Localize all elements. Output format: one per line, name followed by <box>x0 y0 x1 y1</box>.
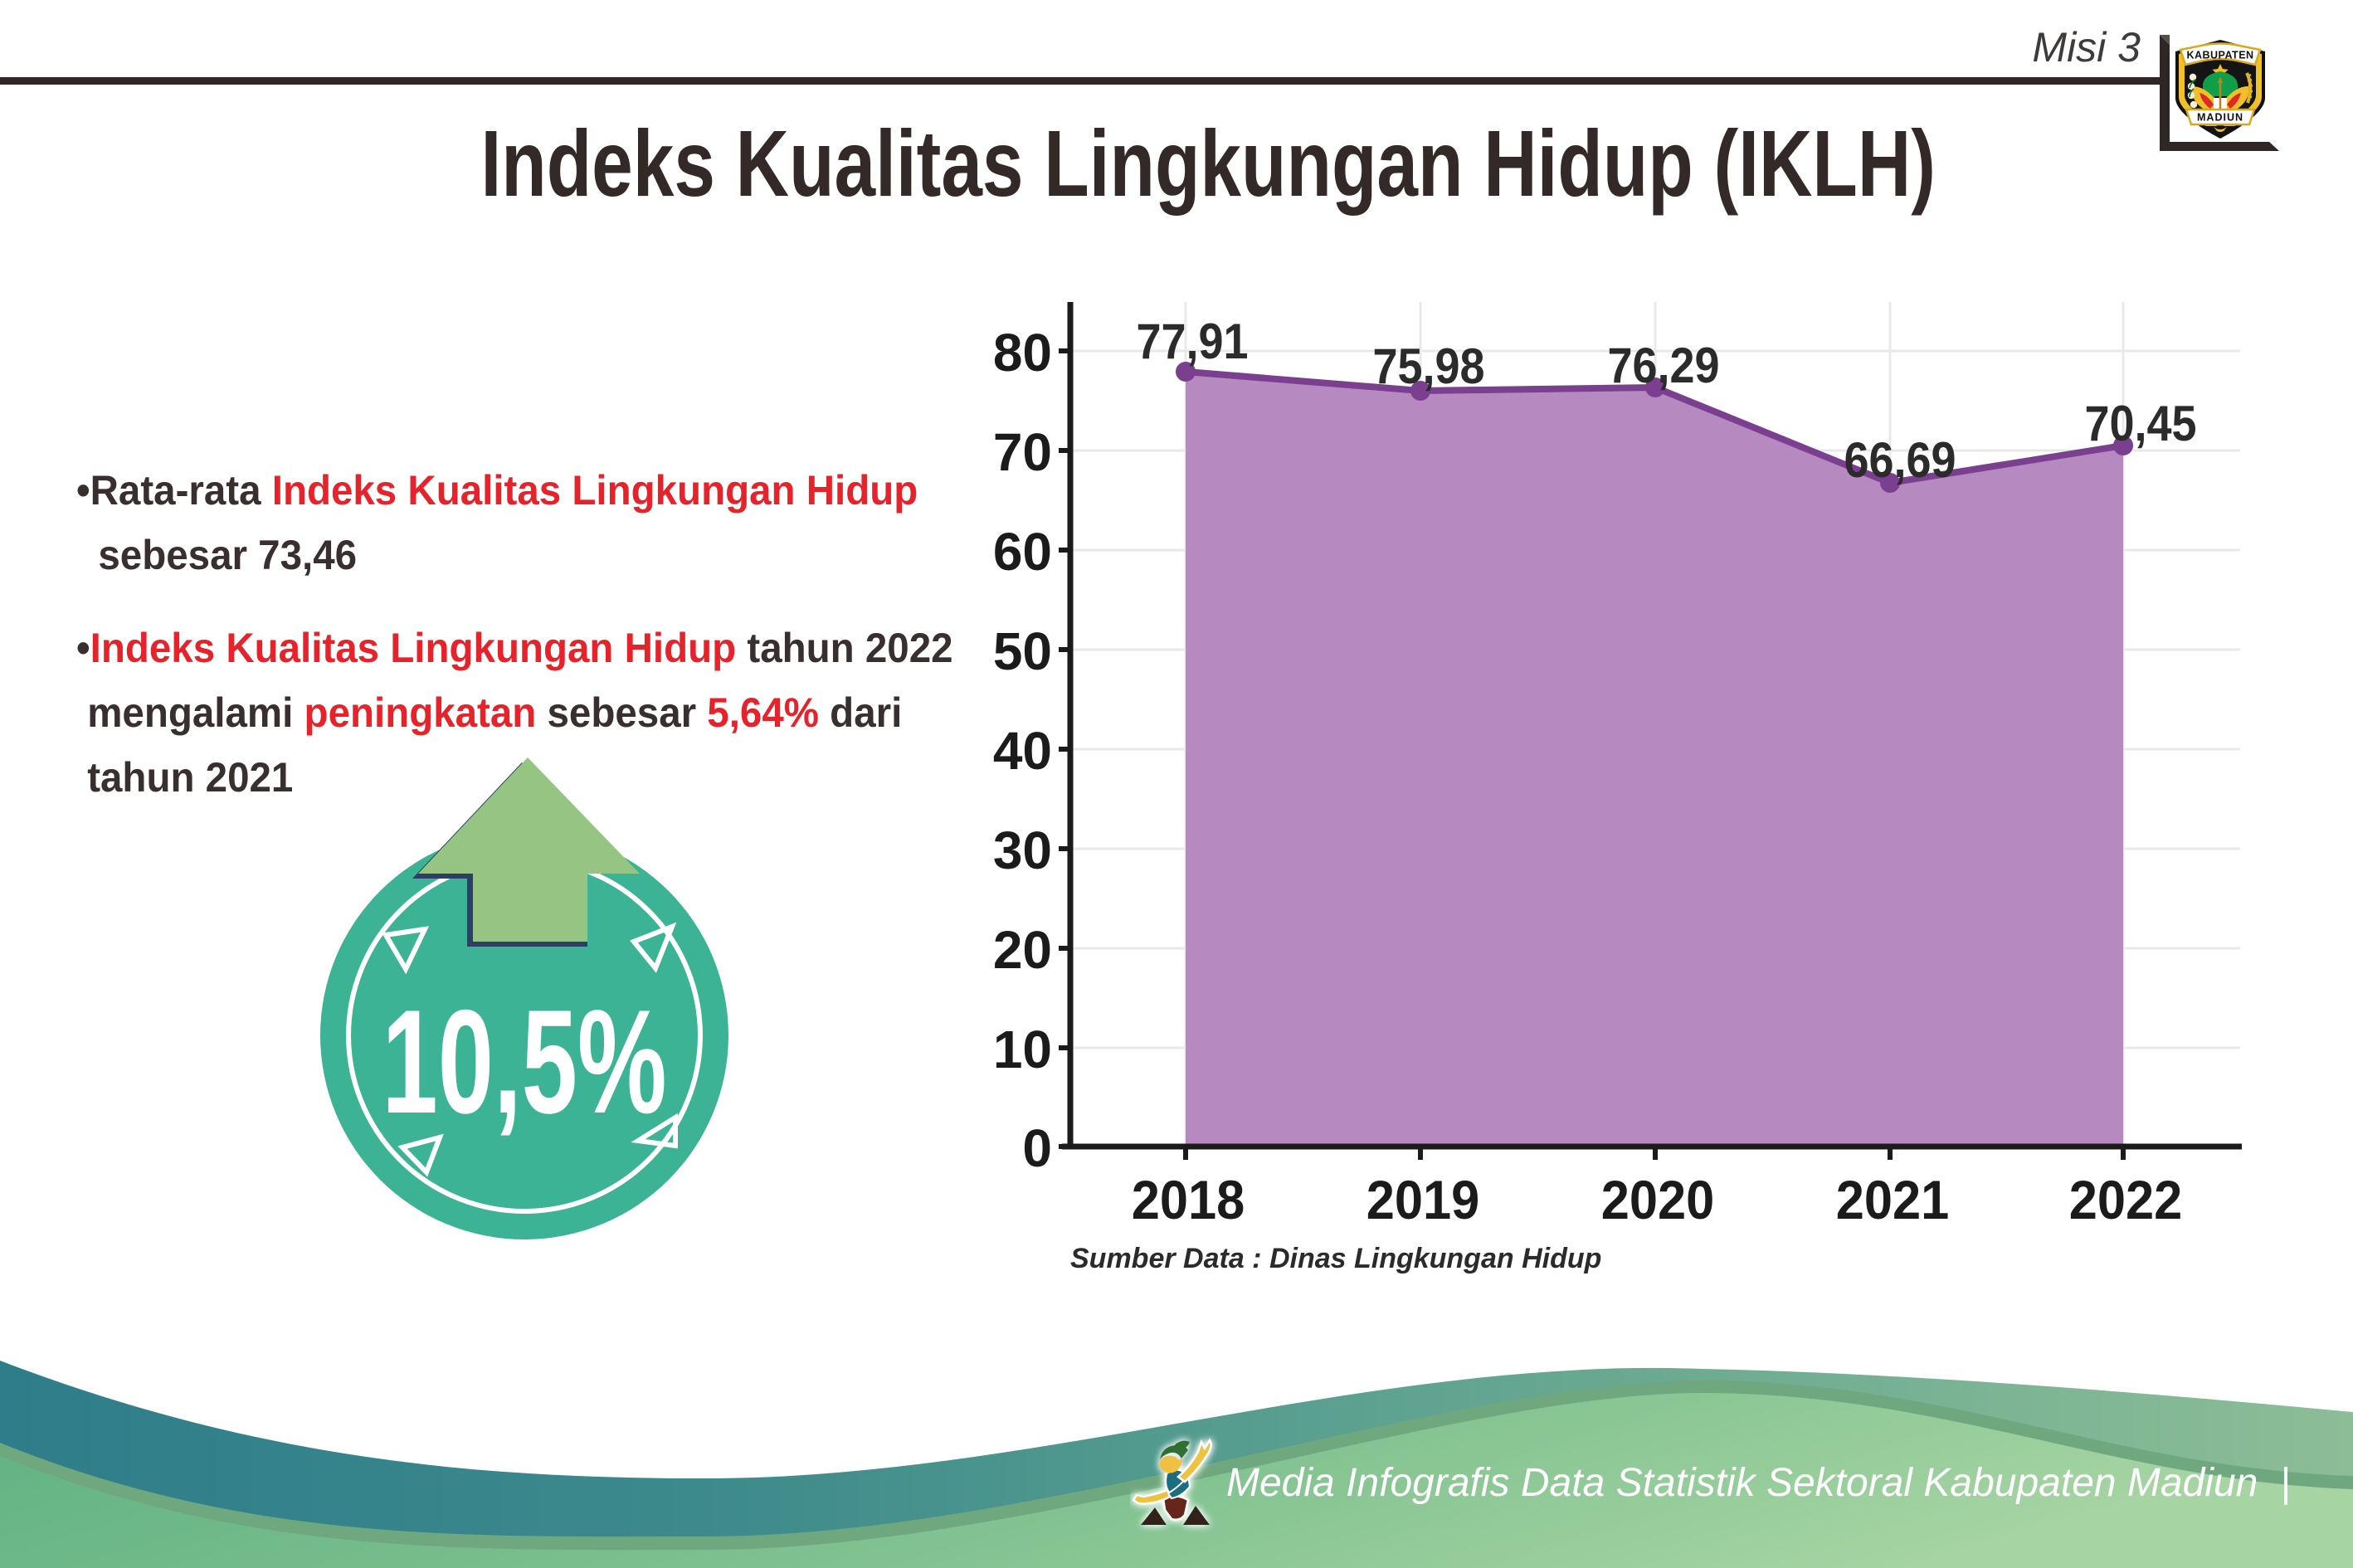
svg-text:2022: 2022 <box>2069 1169 2183 1231</box>
svg-text:2018: 2018 <box>1132 1169 1245 1231</box>
svg-text:70,45: 70,45 <box>2084 396 2196 451</box>
svg-text:10: 10 <box>993 1020 1052 1079</box>
svg-text:2021: 2021 <box>1836 1169 1950 1231</box>
svg-text:60: 60 <box>993 522 1052 582</box>
svg-text:20: 20 <box>993 920 1052 980</box>
svg-text:66,69: 66,69 <box>1844 432 1956 488</box>
svg-text:70: 70 <box>993 422 1052 482</box>
svg-text:2020: 2020 <box>1601 1169 1715 1231</box>
svg-text:40: 40 <box>993 721 1052 781</box>
svg-text:50: 50 <box>993 621 1052 681</box>
svg-text:80: 80 <box>993 323 1052 382</box>
svg-text:76,29: 76,29 <box>1607 338 1719 393</box>
svg-text:30: 30 <box>993 821 1052 880</box>
svg-text:MADIUN: MADIUN <box>2197 112 2243 124</box>
svg-text:10,5%: 10,5% <box>382 980 666 1145</box>
svg-text:75,98: 75,98 <box>1372 338 1484 394</box>
svg-text:KABUPATEN: KABUPATEN <box>2186 50 2253 61</box>
svg-text:0: 0 <box>1022 1118 1052 1178</box>
svg-text:77,91: 77,91 <box>1136 314 1248 369</box>
svg-text:2019: 2019 <box>1366 1169 1480 1231</box>
